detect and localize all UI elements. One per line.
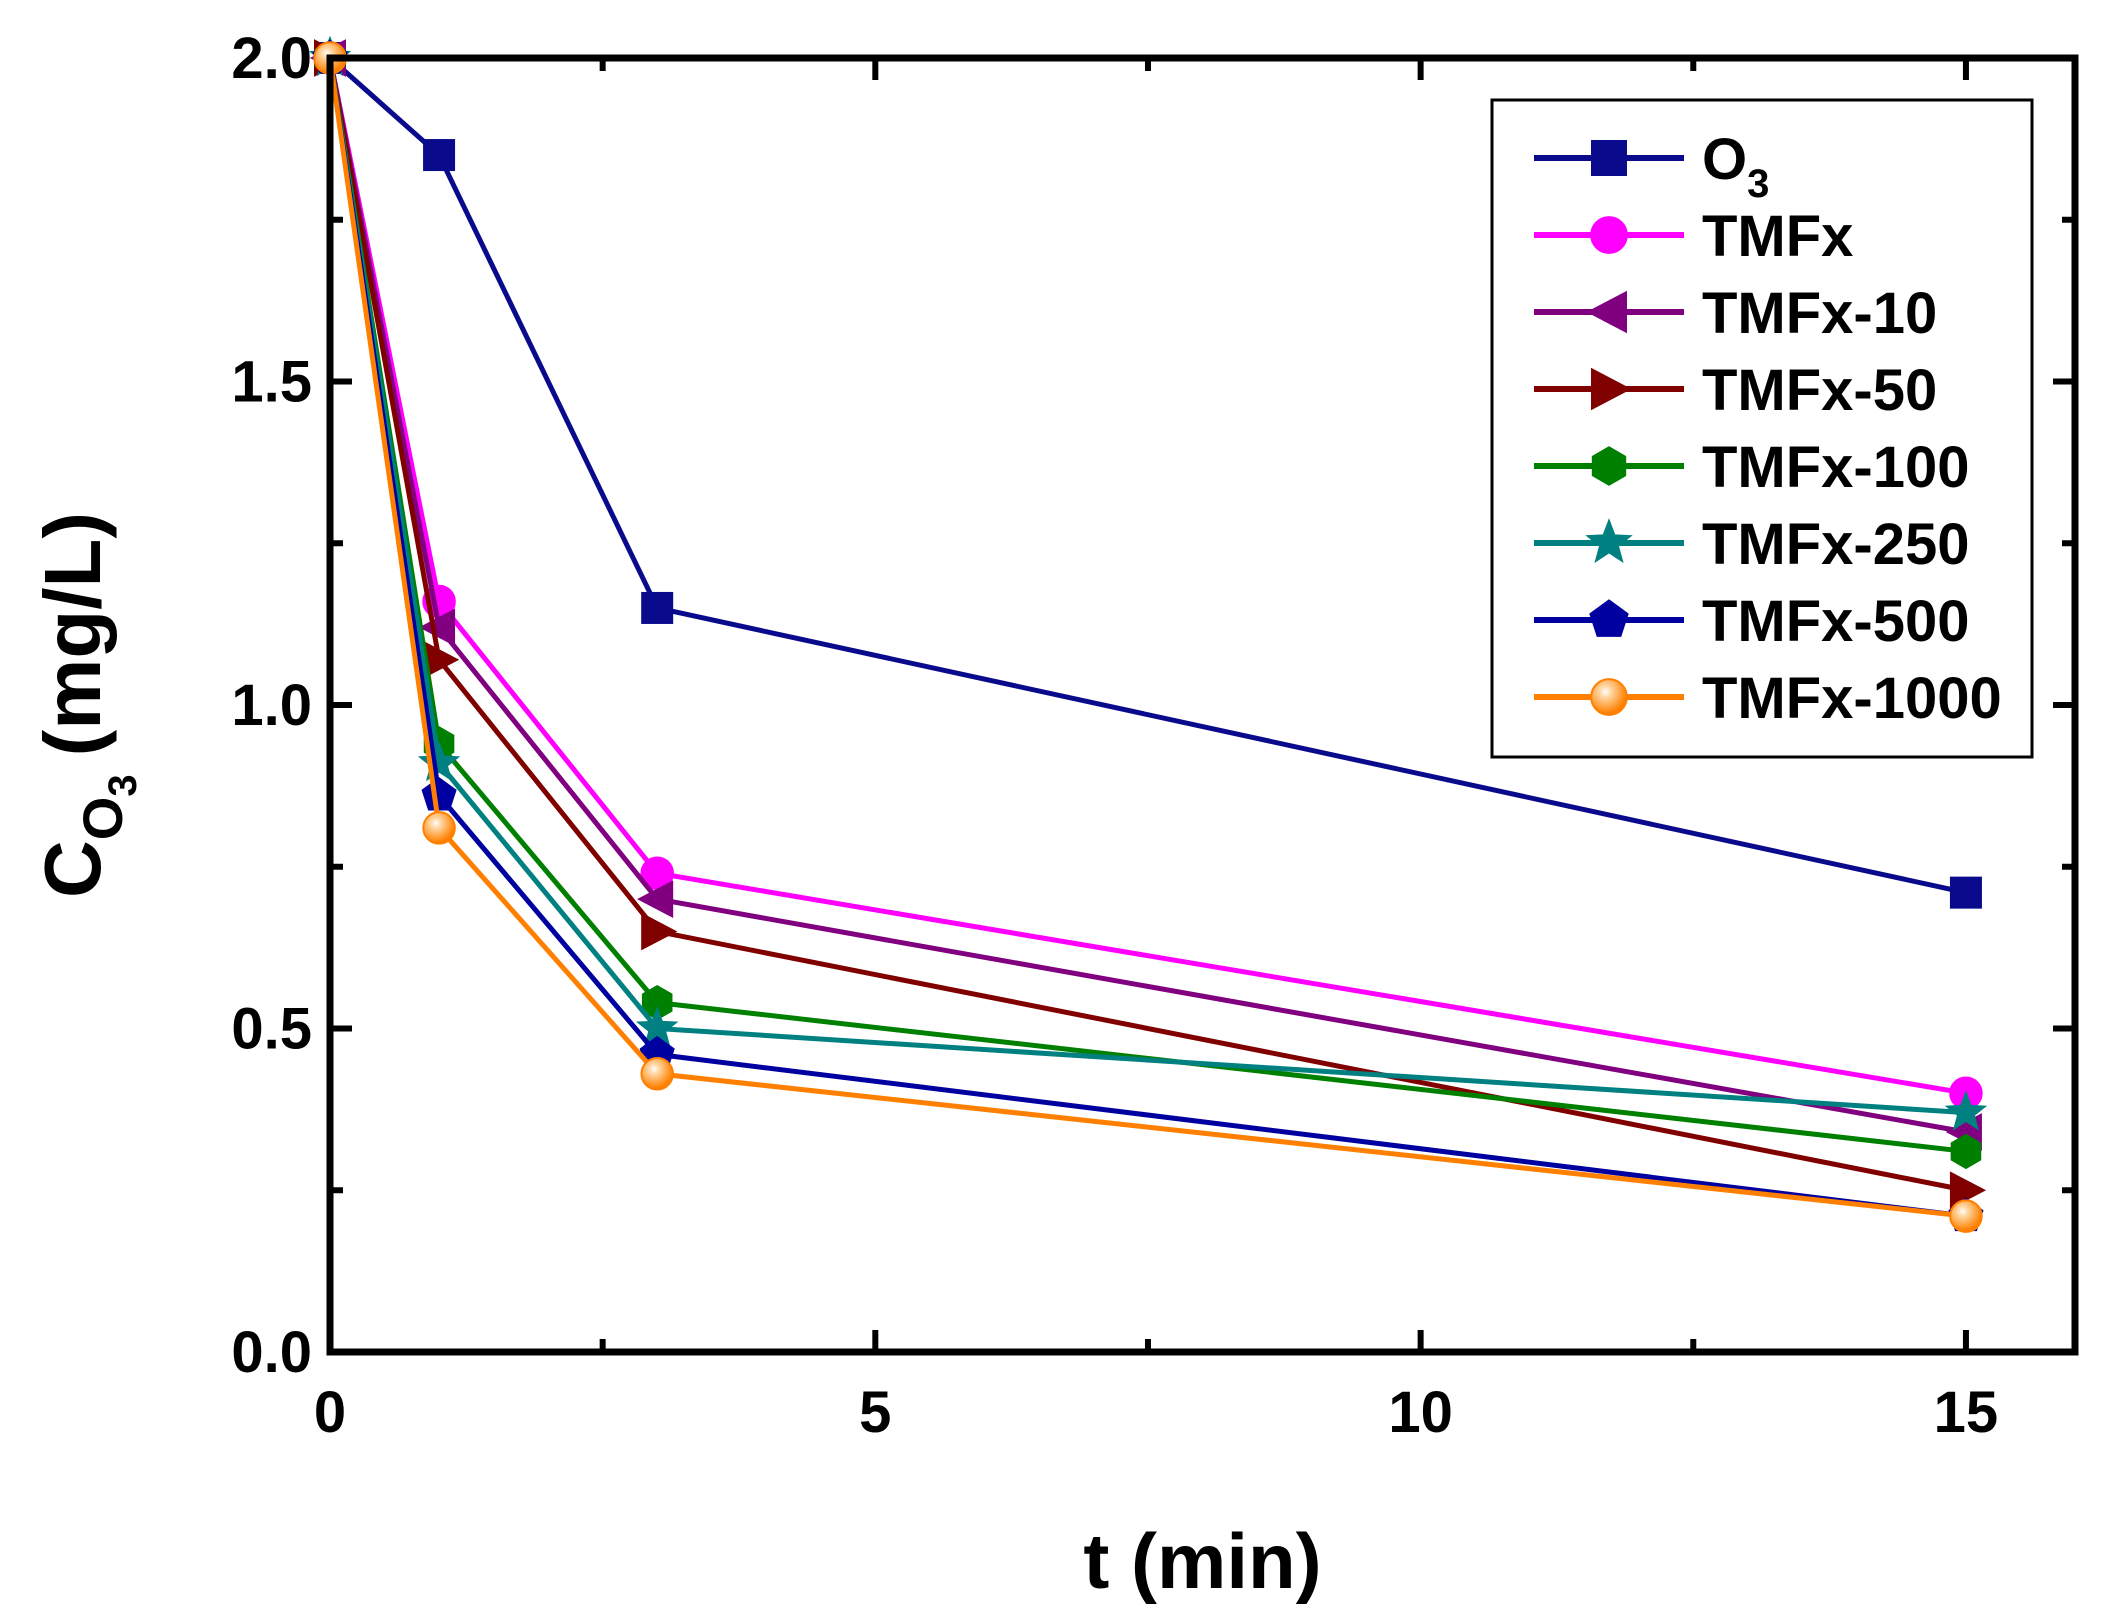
data-point bbox=[1944, 1090, 1988, 1131]
y-axis-title-sub: O bbox=[71, 797, 134, 841]
y-tick-label: 1.5 bbox=[231, 350, 312, 415]
data-point bbox=[423, 139, 456, 172]
data-point bbox=[1949, 876, 1982, 909]
y-axis-title-subsub: 3 bbox=[101, 774, 145, 796]
legend-marker bbox=[1589, 599, 1629, 637]
legend-marker bbox=[1590, 216, 1628, 254]
data-point bbox=[640, 1057, 674, 1091]
data-point bbox=[417, 740, 461, 782]
legend-marker bbox=[1591, 446, 1627, 486]
legend-label: TMFx-100 bbox=[1702, 435, 1970, 500]
x-tick-label: 0 bbox=[314, 1380, 346, 1445]
legend-box bbox=[1490, 98, 2034, 759]
series-7 bbox=[313, 41, 1983, 1233]
y-tick-label: 0.0 bbox=[231, 1320, 312, 1385]
series-line-7 bbox=[327, 57, 1967, 1219]
legend-label: TMFx-500 bbox=[1702, 589, 1970, 654]
x-tick-label: 10 bbox=[1388, 1380, 1453, 1445]
y-axis-title-unit: (mg/L) bbox=[28, 512, 117, 756]
data-point bbox=[641, 912, 678, 951]
data-point bbox=[422, 811, 456, 845]
y-tick-label: 0.5 bbox=[231, 997, 312, 1062]
legend-label: TMFx-10 bbox=[1702, 281, 1937, 346]
legend-label-sub: 3 bbox=[1747, 162, 1769, 206]
legend-marker bbox=[1586, 290, 1627, 334]
series-line-0 bbox=[328, 56, 1967, 896]
data-point bbox=[1949, 1199, 1983, 1233]
legend-marker bbox=[1591, 367, 1632, 411]
legend-entry-3: TMFx-50 bbox=[1534, 358, 1937, 423]
series-line-2 bbox=[327, 57, 1967, 1135]
y-axis-title-main: C bbox=[28, 840, 117, 898]
x-axis-title: t (min) bbox=[1083, 1517, 1321, 1605]
data-point bbox=[421, 777, 457, 811]
data-point bbox=[1950, 1133, 1982, 1170]
y-tick-label: 2.0 bbox=[231, 26, 312, 91]
legend-label: TMFx bbox=[1702, 204, 1853, 269]
legend-marker bbox=[1590, 678, 1628, 716]
x-tick-label: 15 bbox=[1934, 1380, 1999, 1445]
data-point bbox=[641, 591, 674, 624]
x-tick-label: 5 bbox=[859, 1380, 891, 1445]
legend-entry-2: TMFx-10 bbox=[1534, 281, 1937, 346]
y-axis-title: CO3 (mg/L) bbox=[28, 512, 145, 898]
legend-label: TMFx-1000 bbox=[1702, 666, 2002, 731]
legend-entry-4: TMFx-100 bbox=[1534, 435, 1970, 500]
legend-marker bbox=[1585, 518, 1633, 564]
legend-entry-6: TMFx-500 bbox=[1534, 589, 1970, 654]
data-point bbox=[637, 880, 674, 919]
legend-marker bbox=[1591, 140, 1627, 176]
legend-entry-5: TMFx-250 bbox=[1534, 512, 1970, 577]
legend-entry-7: TMFx-1000 bbox=[1534, 666, 2002, 731]
y-tick-label: 1.0 bbox=[231, 673, 312, 738]
legend-label: TMFx-50 bbox=[1702, 358, 1937, 423]
legend-entry-1: TMFx bbox=[1534, 204, 1853, 269]
legend-label: TMFx-250 bbox=[1702, 512, 1970, 577]
data-point bbox=[418, 608, 456, 647]
series-line-3 bbox=[327, 57, 1967, 1193]
